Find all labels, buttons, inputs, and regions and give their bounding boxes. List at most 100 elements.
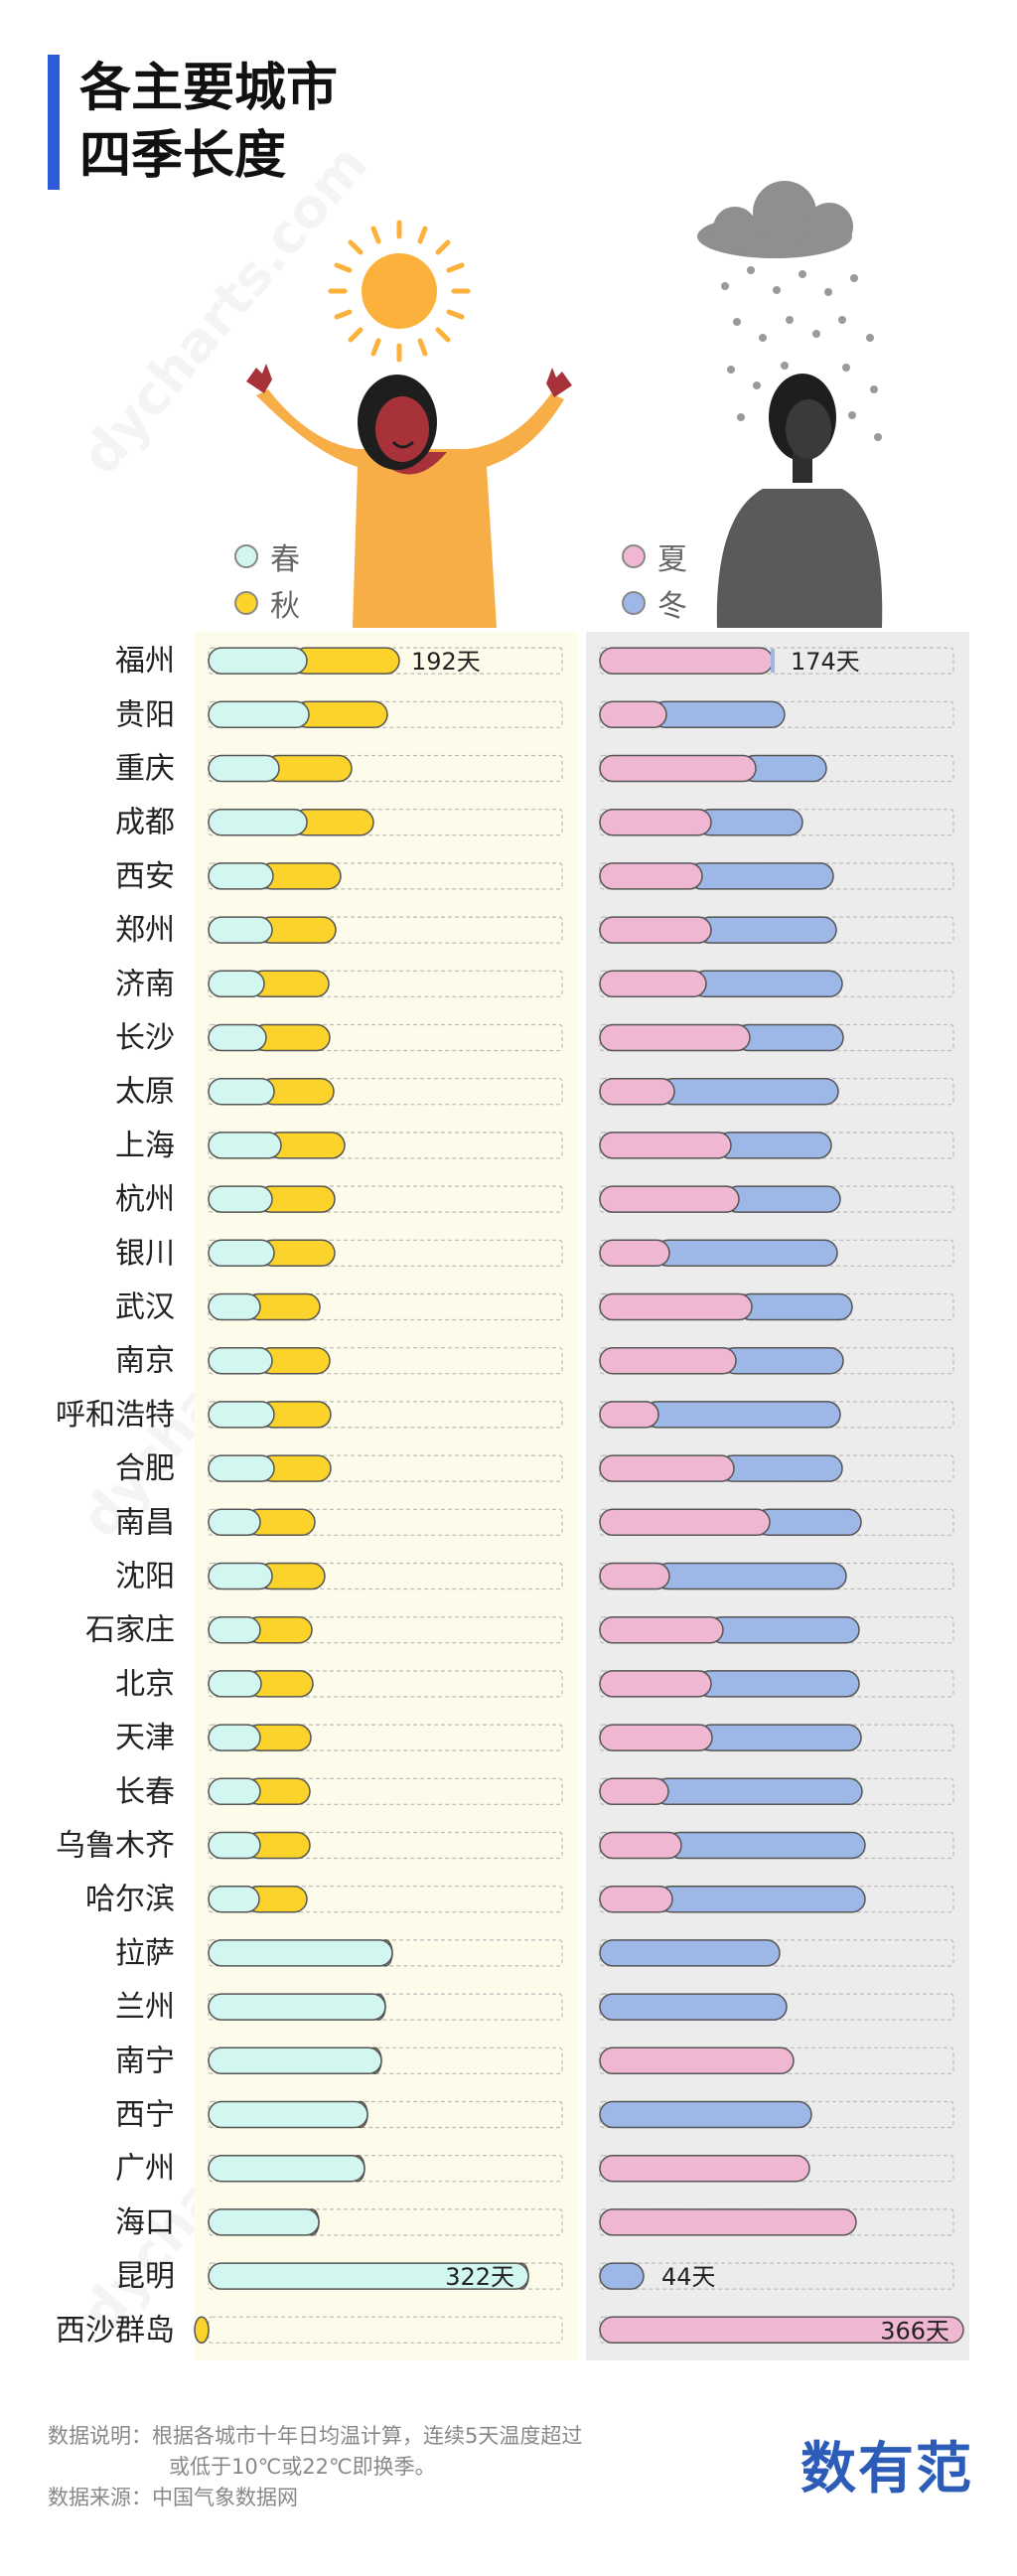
category-label: 南昌 bbox=[115, 1505, 175, 1540]
bar-winter bbox=[708, 1615, 860, 1644]
legend-swatch-autumn bbox=[234, 591, 258, 615]
bar-summer bbox=[599, 1401, 659, 1429]
category-label: 太原 bbox=[115, 1075, 175, 1110]
bar-summer bbox=[599, 1132, 732, 1159]
category-label: 合肥 bbox=[115, 1451, 175, 1486]
legend-summer: 夏 bbox=[622, 534, 687, 578]
data-label: 44天 bbox=[661, 2263, 716, 2291]
bar-spring bbox=[208, 2046, 382, 2075]
bar-winter bbox=[644, 1401, 841, 1429]
bar-spring bbox=[208, 1454, 275, 1482]
bar-summer bbox=[599, 2316, 964, 2345]
category-label: 拉萨 bbox=[115, 1936, 175, 1971]
bar-winter bbox=[599, 1993, 788, 2021]
bar-spring bbox=[208, 1670, 262, 1698]
legend-winter: 冬 bbox=[622, 581, 687, 625]
data-label: 366天 bbox=[880, 2317, 949, 2345]
bar-summer bbox=[599, 1670, 712, 1698]
bar-spring bbox=[208, 1508, 261, 1537]
bar-winter bbox=[735, 1023, 844, 1052]
bar-winter bbox=[691, 970, 843, 998]
bar-winter bbox=[687, 862, 834, 890]
bar-winter bbox=[599, 2262, 645, 2290]
legend-label-spring: 春 bbox=[270, 542, 300, 577]
bar-spring bbox=[208, 2154, 365, 2183]
category-label: 海口 bbox=[115, 2205, 175, 2240]
bar-winter-marker bbox=[771, 649, 775, 674]
sad-person-icon bbox=[716, 374, 883, 628]
page-title-line2: 四季长度 bbox=[79, 126, 287, 186]
category-label: 武汉 bbox=[115, 1290, 175, 1325]
bar-spring bbox=[208, 862, 274, 890]
bar-summer bbox=[599, 1292, 753, 1321]
title-block: 各主要城市 四季长度 bbox=[48, 55, 338, 190]
bar-summer bbox=[599, 916, 712, 944]
bar-summer bbox=[599, 1077, 675, 1106]
bar-spring bbox=[208, 1077, 275, 1106]
bar-autumn bbox=[194, 2316, 210, 2345]
happy-person-icon bbox=[246, 364, 572, 628]
bar-spring bbox=[208, 1023, 267, 1052]
brand-logo: 数有范 bbox=[800, 2437, 973, 2501]
category-label: 杭州 bbox=[115, 1182, 175, 1217]
category-label: 沈阳 bbox=[115, 1560, 175, 1594]
category-label: 南宁 bbox=[115, 2044, 175, 2078]
bar-spring bbox=[208, 1239, 275, 1268]
bar-summer bbox=[599, 1346, 737, 1375]
category-label: 长沙 bbox=[115, 1021, 175, 1056]
bar-spring bbox=[208, 2262, 529, 2290]
bar-summer bbox=[599, 1023, 751, 1052]
bar-summer bbox=[599, 647, 774, 675]
bar-summer bbox=[599, 1831, 682, 1860]
category-label: 呼和浩特 bbox=[56, 1398, 175, 1433]
bar-winter bbox=[599, 2100, 812, 2129]
category-label: 长春 bbox=[115, 1774, 175, 1809]
bar-spring bbox=[208, 1401, 275, 1429]
bar-summer bbox=[599, 1239, 670, 1268]
data-label: 322天 bbox=[445, 2263, 514, 2291]
category-label: 广州 bbox=[115, 2152, 175, 2187]
cloud-icon bbox=[697, 181, 853, 258]
category-label: 郑州 bbox=[115, 913, 175, 948]
category-label: 兰州 bbox=[115, 1990, 175, 2025]
sun-icon bbox=[328, 220, 471, 363]
bar-spring bbox=[208, 1562, 273, 1591]
category-label: 重庆 bbox=[115, 752, 175, 787]
bar-spring bbox=[208, 1185, 273, 1213]
bar-winter bbox=[599, 1939, 781, 1967]
bar-summer bbox=[599, 1615, 724, 1644]
bar-winter bbox=[652, 700, 786, 729]
category-label: 石家庄 bbox=[85, 1613, 175, 1648]
bar-spring bbox=[208, 970, 265, 998]
legend-swatch-winter bbox=[622, 591, 646, 615]
bar-summer bbox=[599, 1724, 713, 1751]
bar-winter bbox=[696, 916, 837, 944]
bar-winter bbox=[721, 1346, 844, 1375]
bar-spring bbox=[208, 1292, 261, 1321]
illustration-scene bbox=[246, 181, 883, 628]
legend-autumn: 秋 bbox=[234, 581, 300, 625]
bar-winter bbox=[755, 1508, 862, 1537]
bar-winter bbox=[696, 1670, 860, 1698]
category-label: 成都 bbox=[115, 806, 175, 840]
bar-summer bbox=[599, 1185, 740, 1213]
bar-winter bbox=[724, 1185, 841, 1213]
footer-source: 数据来源：中国气象数据网 bbox=[48, 2486, 298, 2509]
category-label: 天津 bbox=[115, 1721, 175, 1755]
bar-summer bbox=[599, 1454, 735, 1482]
category-label: 哈尔滨 bbox=[85, 1883, 175, 1917]
bar-spring bbox=[208, 1615, 261, 1644]
data-label: 174天 bbox=[791, 648, 860, 676]
bar-spring bbox=[208, 1132, 282, 1159]
category-label: 西宁 bbox=[115, 2098, 175, 2133]
category-label: 北京 bbox=[115, 1667, 175, 1702]
footer-note-line1: 数据说明：根据各城市十年日均温计算，连续5天温度超过 bbox=[48, 2424, 583, 2448]
bar-summer bbox=[599, 808, 712, 836]
legend-swatch-summer bbox=[622, 544, 646, 568]
bar-winter bbox=[696, 808, 803, 836]
category-label: 乌鲁木齐 bbox=[56, 1829, 175, 1864]
bar-winter bbox=[654, 1239, 838, 1268]
bar-autumn bbox=[292, 647, 400, 675]
bar-winter bbox=[697, 1724, 862, 1751]
bar-summer bbox=[599, 1885, 673, 1913]
